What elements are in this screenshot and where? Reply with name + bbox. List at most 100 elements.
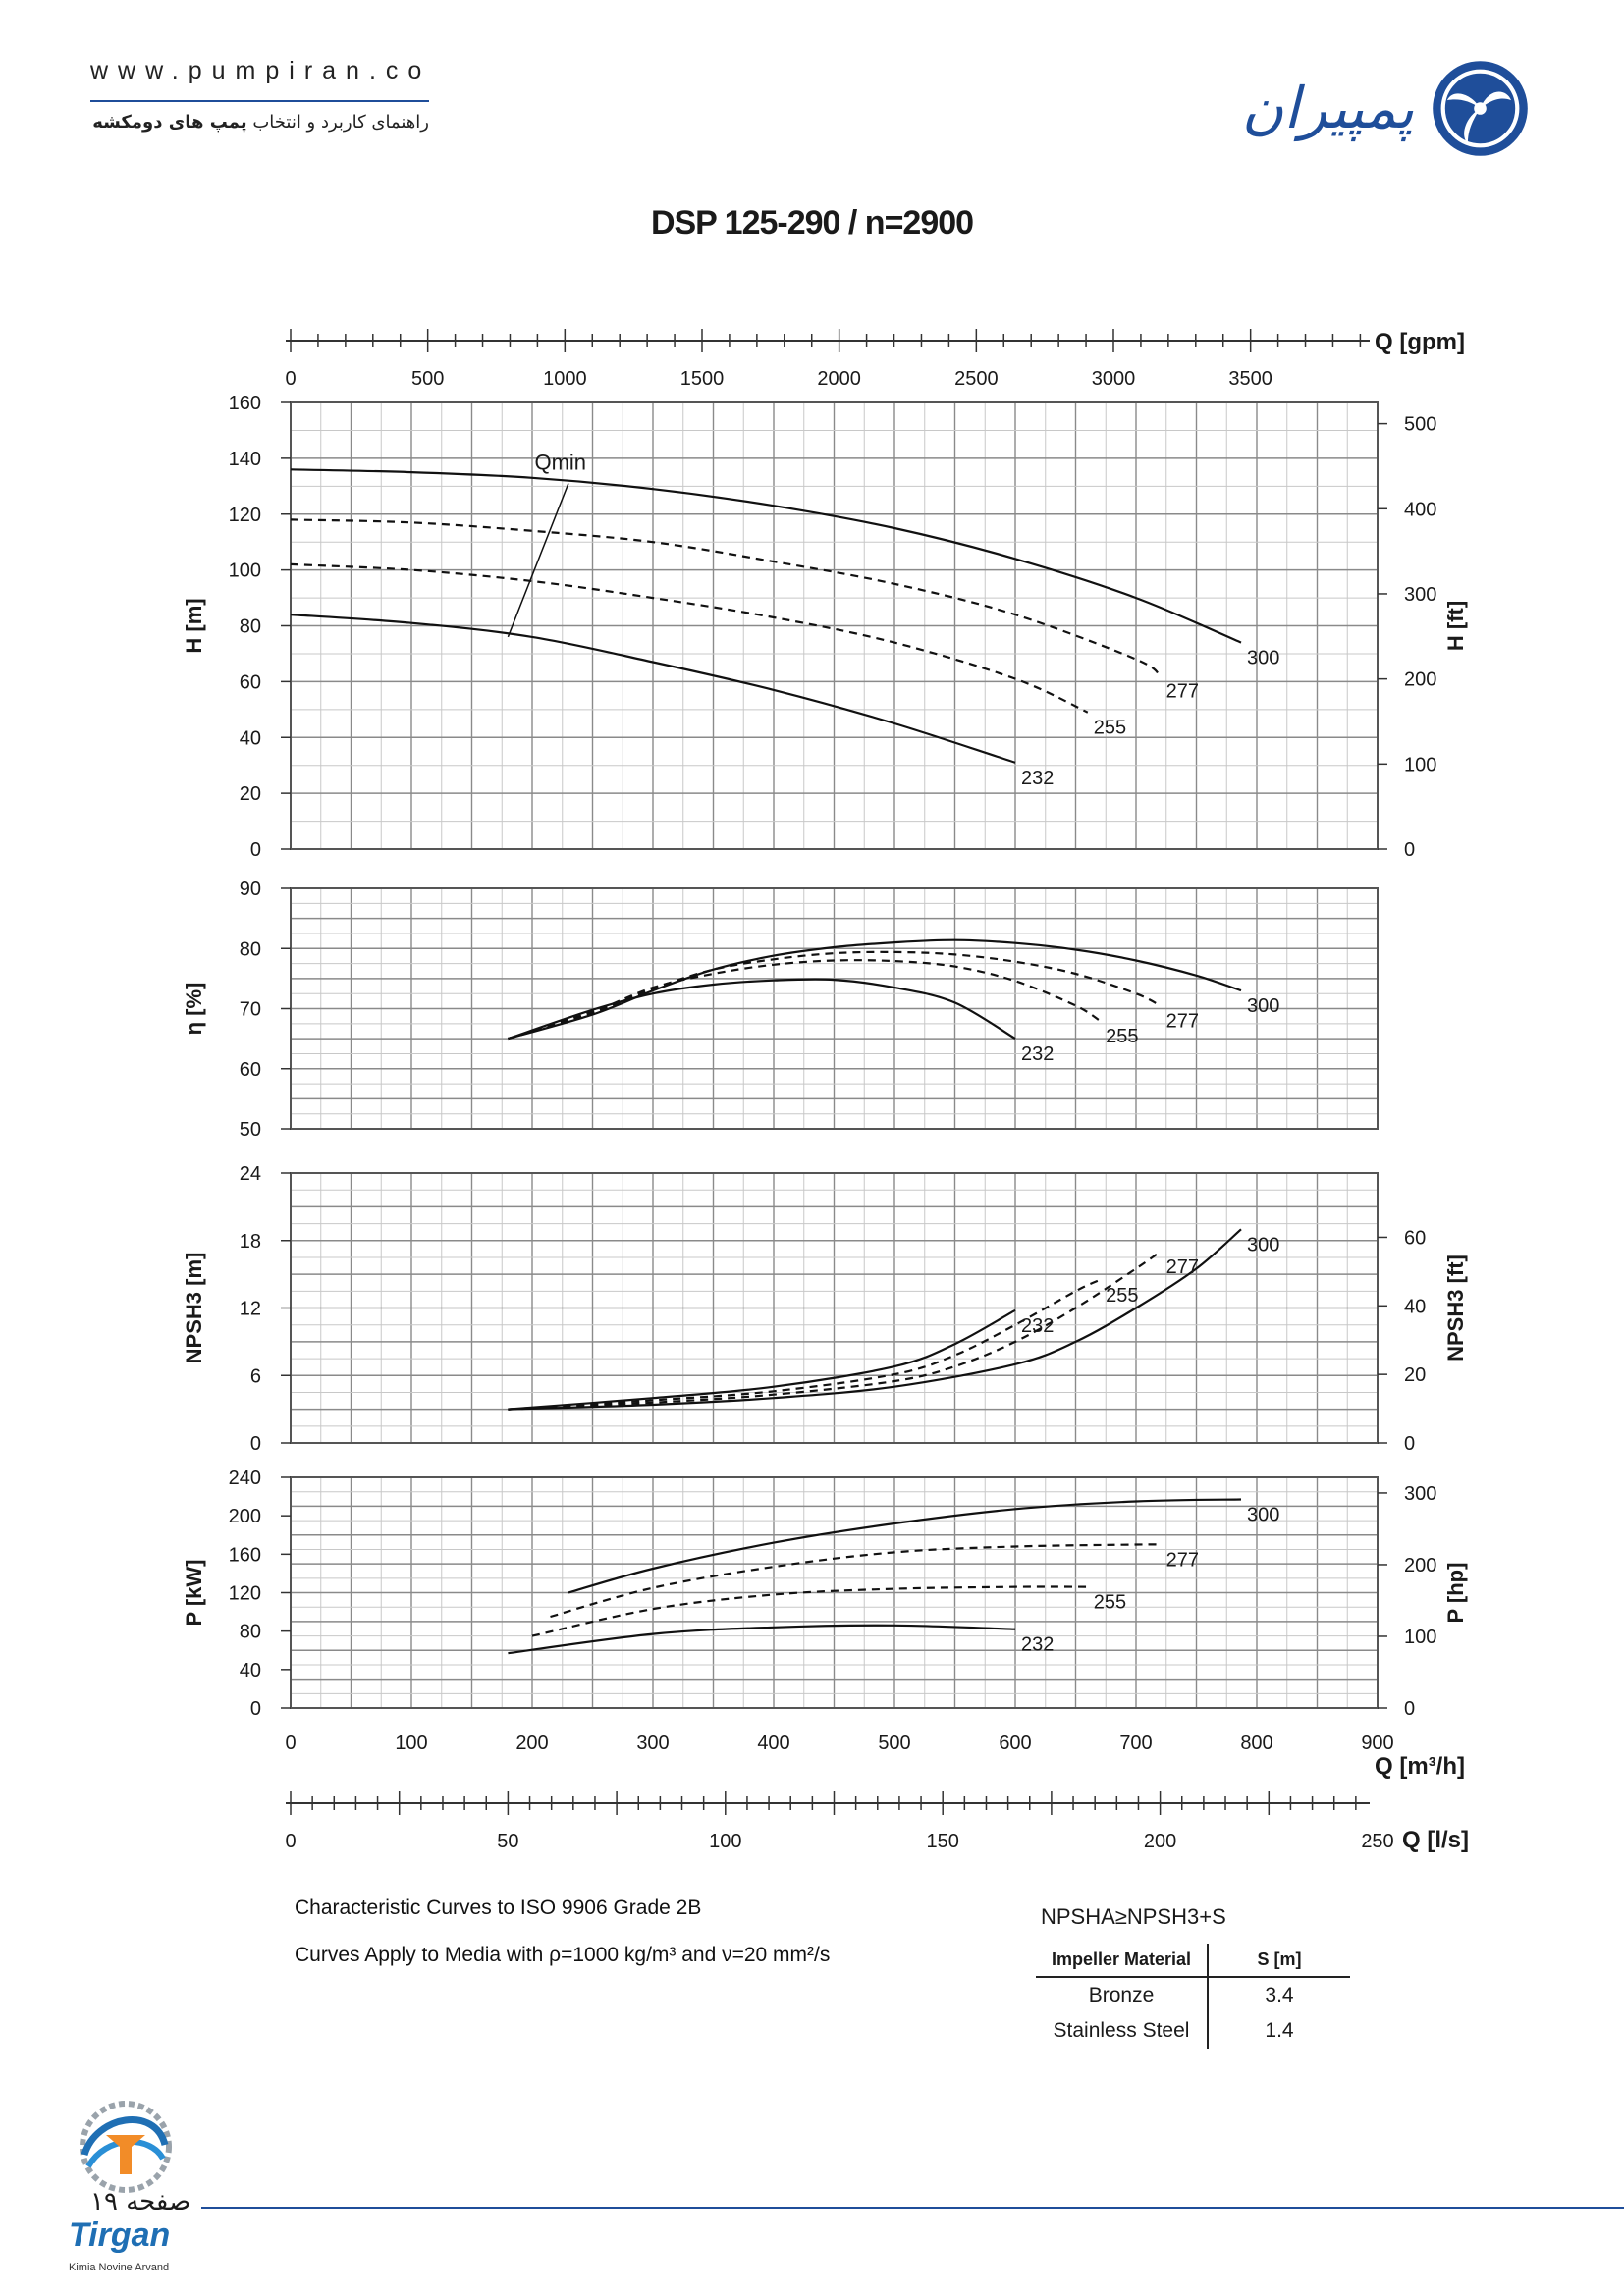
m3h-tick-label: 600 xyxy=(999,1733,1031,1754)
iso-note: Characteristic Curves to ISO 9906 Grade … xyxy=(295,1896,702,1919)
qmin-line xyxy=(507,483,569,638)
head-y-tick-label: 160 xyxy=(229,393,261,414)
head-y-right-tick-label: 300 xyxy=(1404,584,1436,606)
efficiency-series-label-277: 277 xyxy=(1166,1010,1199,1032)
power-y-tick-label: 0 xyxy=(250,1698,261,1720)
gpm-tick-label: 3500 xyxy=(1228,368,1272,390)
gpm-tick-label: 1500 xyxy=(680,368,725,390)
head-y-tick-label: 80 xyxy=(240,616,261,638)
efficiency-y-axis-title: η [%] xyxy=(182,983,206,1036)
power-y-tick-label: 80 xyxy=(240,1622,261,1643)
m3h-tick-label: 100 xyxy=(395,1733,427,1754)
head-y-axis-title: H [m] xyxy=(182,598,206,653)
ls-tick-label: 150 xyxy=(927,1831,959,1852)
efficiency-y-tick-label: 50 xyxy=(240,1119,261,1141)
impeller-logo-icon xyxy=(1433,61,1528,156)
m3h-tick-label: 900 xyxy=(1361,1733,1393,1754)
efficiency-curve-232 xyxy=(508,978,1016,1041)
gpm-tick-label: 2000 xyxy=(817,368,861,390)
material-table-header: Impeller Material S [m] xyxy=(1036,1944,1350,1978)
efficiency-curve-277 xyxy=(508,950,1162,1041)
m3h-tick-label: 300 xyxy=(636,1733,669,1754)
head-curve-255 xyxy=(290,562,1089,714)
npsh-curve-277 xyxy=(508,1251,1162,1411)
head-y-right-tick-label: 500 xyxy=(1404,414,1436,436)
gpm-tick-label: 3000 xyxy=(1092,368,1136,390)
material-table: Impeller Material S [m] Bronze 3.4 Stain… xyxy=(1036,1944,1350,2049)
efficiency-curve-255 xyxy=(508,959,1101,1041)
brand-name: پمپیران xyxy=(1241,75,1415,141)
head-y-tick-label: 120 xyxy=(229,505,261,526)
page-number: صفحه ۱۹ xyxy=(90,2187,191,2216)
ls-tick-label: 200 xyxy=(1144,1831,1176,1852)
efficiency-series-label-300: 300 xyxy=(1247,995,1279,1017)
m3h-tick-label: 200 xyxy=(515,1733,548,1754)
power-y-right-axis-title: P [hp] xyxy=(1443,1563,1468,1624)
power-y-right-tick-label: 100 xyxy=(1404,1627,1436,1648)
head-y-right-tick-label: 200 xyxy=(1404,669,1436,691)
ls-tick-label: 100 xyxy=(709,1831,741,1852)
efficiency-y-tick-label: 90 xyxy=(240,879,261,900)
s-cell: 3.4 xyxy=(1265,1984,1294,2006)
material-col-header: Impeller Material xyxy=(1036,1944,1209,1978)
power-y-tick-label: 240 xyxy=(229,1468,261,1489)
head-y-right-axis-title: H [ft] xyxy=(1443,601,1468,651)
gpm-axis-title: Q [gpm] xyxy=(1375,329,1465,355)
gpm-tick-label: 500 xyxy=(411,368,444,390)
npsh-y-right-tick-label: 60 xyxy=(1404,1227,1426,1249)
npsh-curve-232 xyxy=(508,1308,1016,1411)
power-y-tick-label: 40 xyxy=(240,1660,261,1682)
grid-layer xyxy=(281,329,1387,1815)
s-cell: 1.4 xyxy=(1265,2019,1294,2042)
power-y-tick-label: 200 xyxy=(229,1506,261,1527)
npsh-curve-300 xyxy=(508,1228,1242,1411)
tirgan-logo-subtext: Kimia Novine Arvand xyxy=(69,2262,170,2273)
head-curve-277 xyxy=(290,518,1162,677)
head-series-label-255: 255 xyxy=(1094,718,1126,739)
ls-tick-label: 250 xyxy=(1361,1831,1393,1852)
power-curve-300 xyxy=(568,1498,1242,1594)
tirgan-logo-text: Tirgan xyxy=(69,2216,171,2254)
material-cell: Stainless Steel xyxy=(1036,2013,1209,2049)
header-divider xyxy=(90,100,429,102)
media-note: Curves Apply to Media with ρ=1000 kg/m³ … xyxy=(295,1944,830,1967)
header-subtitle: راهنمای کاربرد و انتخاب پمپ های دومکشه xyxy=(90,112,429,133)
header-subtitle-bold: پمپ های دومکشه xyxy=(92,112,247,133)
head-y-tick-label: 140 xyxy=(229,449,261,470)
npsh-rule: NPSHA≥NPSH3+S xyxy=(1041,1904,1226,1929)
efficiency-y-tick-label: 60 xyxy=(240,1059,261,1081)
m3h-tick-label: 0 xyxy=(285,1733,296,1754)
npsh-series-label-232: 232 xyxy=(1021,1315,1054,1337)
power-series-label-300: 300 xyxy=(1247,1505,1279,1526)
gpm-tick-label: 0 xyxy=(285,368,296,390)
ls-axis-title: Q [l/s] xyxy=(1402,1827,1469,1853)
power-y-tick-label: 120 xyxy=(229,1583,261,1605)
npsh-y-right-axis-title: NPSH3 [ft] xyxy=(1443,1255,1468,1362)
header-subtitle-prefix: راهنمای کاربرد و انتخاب xyxy=(246,112,429,133)
head-y-right-tick-label: 100 xyxy=(1404,754,1436,775)
npsh-y-axis-title: NPSH3 [m] xyxy=(182,1253,206,1364)
power-series-label-255: 255 xyxy=(1094,1592,1126,1614)
gpm-tick-label: 2500 xyxy=(954,368,999,390)
website-url: www.pumpiran.co xyxy=(90,57,432,84)
npsh-series-label-255: 255 xyxy=(1106,1285,1138,1307)
pumpiran-logo: پمپیران xyxy=(1232,57,1532,167)
s-col-header: S [m] xyxy=(1208,1944,1350,1978)
power-series-label-277: 277 xyxy=(1166,1550,1199,1572)
npsh-curve-255 xyxy=(508,1278,1101,1411)
power-series-label-232: 232 xyxy=(1021,1634,1054,1656)
npsh-y-right-tick-label: 40 xyxy=(1404,1296,1426,1317)
m3h-tick-label: 400 xyxy=(757,1733,789,1754)
npsh-y-tick-label: 18 xyxy=(240,1231,261,1253)
m3h-axis-title: Q [m³/h] xyxy=(1375,1753,1465,1780)
table-row: Stainless Steel 1.4 xyxy=(1036,2013,1350,2049)
npsh-y-right-tick-label: 20 xyxy=(1404,1364,1426,1386)
power-y-tick-label: 160 xyxy=(229,1544,261,1566)
npsh-y-tick-label: 0 xyxy=(250,1433,261,1455)
npsh-y-tick-label: 24 xyxy=(240,1163,261,1185)
efficiency-series-label-255: 255 xyxy=(1106,1026,1138,1047)
media-note-a: Curves Apply to Media with xyxy=(295,1944,550,1966)
m3h-tick-label: 800 xyxy=(1240,1733,1272,1754)
